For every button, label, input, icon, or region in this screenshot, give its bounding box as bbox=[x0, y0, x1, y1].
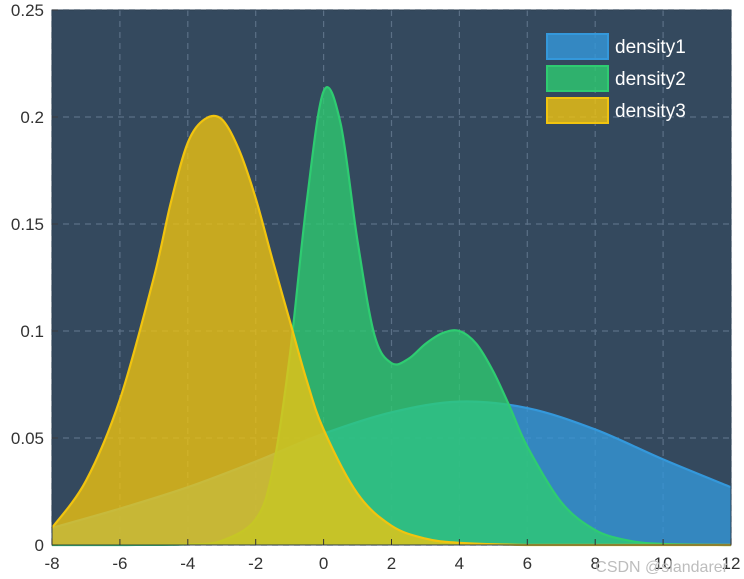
legend: density1 density2 density3 bbox=[546, 33, 686, 124]
area-density3 bbox=[52, 115, 731, 545]
y-tick-label: 0 bbox=[35, 536, 44, 555]
x-axis-ticks: -8 -6 -4 -2 0 2 4 6 8 10 12 bbox=[44, 539, 740, 573]
x-tick-label: 0 bbox=[319, 554, 328, 573]
y-tick-label: 0.25 bbox=[11, 1, 44, 20]
legend-label-density2: density2 bbox=[615, 69, 686, 90]
x-tick-label: 12 bbox=[722, 554, 741, 573]
x-tick-label: -2 bbox=[248, 554, 263, 573]
y-tick-label: 0.05 bbox=[11, 429, 44, 448]
watermark: CSDN @slandarer bbox=[595, 559, 728, 576]
legend-swatch-density2 bbox=[546, 65, 609, 92]
x-tick-label: -8 bbox=[44, 554, 59, 573]
x-tick-label: -4 bbox=[180, 554, 195, 573]
y-tick-label: 0.2 bbox=[20, 108, 44, 127]
x-tick-label: 10 bbox=[654, 554, 673, 573]
legend-swatch-density1 bbox=[546, 33, 609, 60]
legend-swatch-density3 bbox=[546, 97, 609, 124]
x-tick-label: 4 bbox=[455, 554, 464, 573]
legend-label-density1: density1 bbox=[615, 37, 686, 58]
area-density2 bbox=[52, 87, 731, 545]
x-tick-label: -6 bbox=[112, 554, 127, 573]
legend-label-density3: density3 bbox=[615, 101, 686, 122]
x-tick-label: 2 bbox=[387, 554, 396, 573]
x-tick-label: 6 bbox=[523, 554, 532, 573]
y-tick-label: 0.15 bbox=[11, 215, 44, 234]
y-axis-ticks: 0 0.05 0.1 0.15 0.2 0.25 bbox=[11, 1, 58, 555]
y-tick-label: 0.1 bbox=[20, 322, 44, 341]
x-tick-label: 8 bbox=[590, 554, 599, 573]
